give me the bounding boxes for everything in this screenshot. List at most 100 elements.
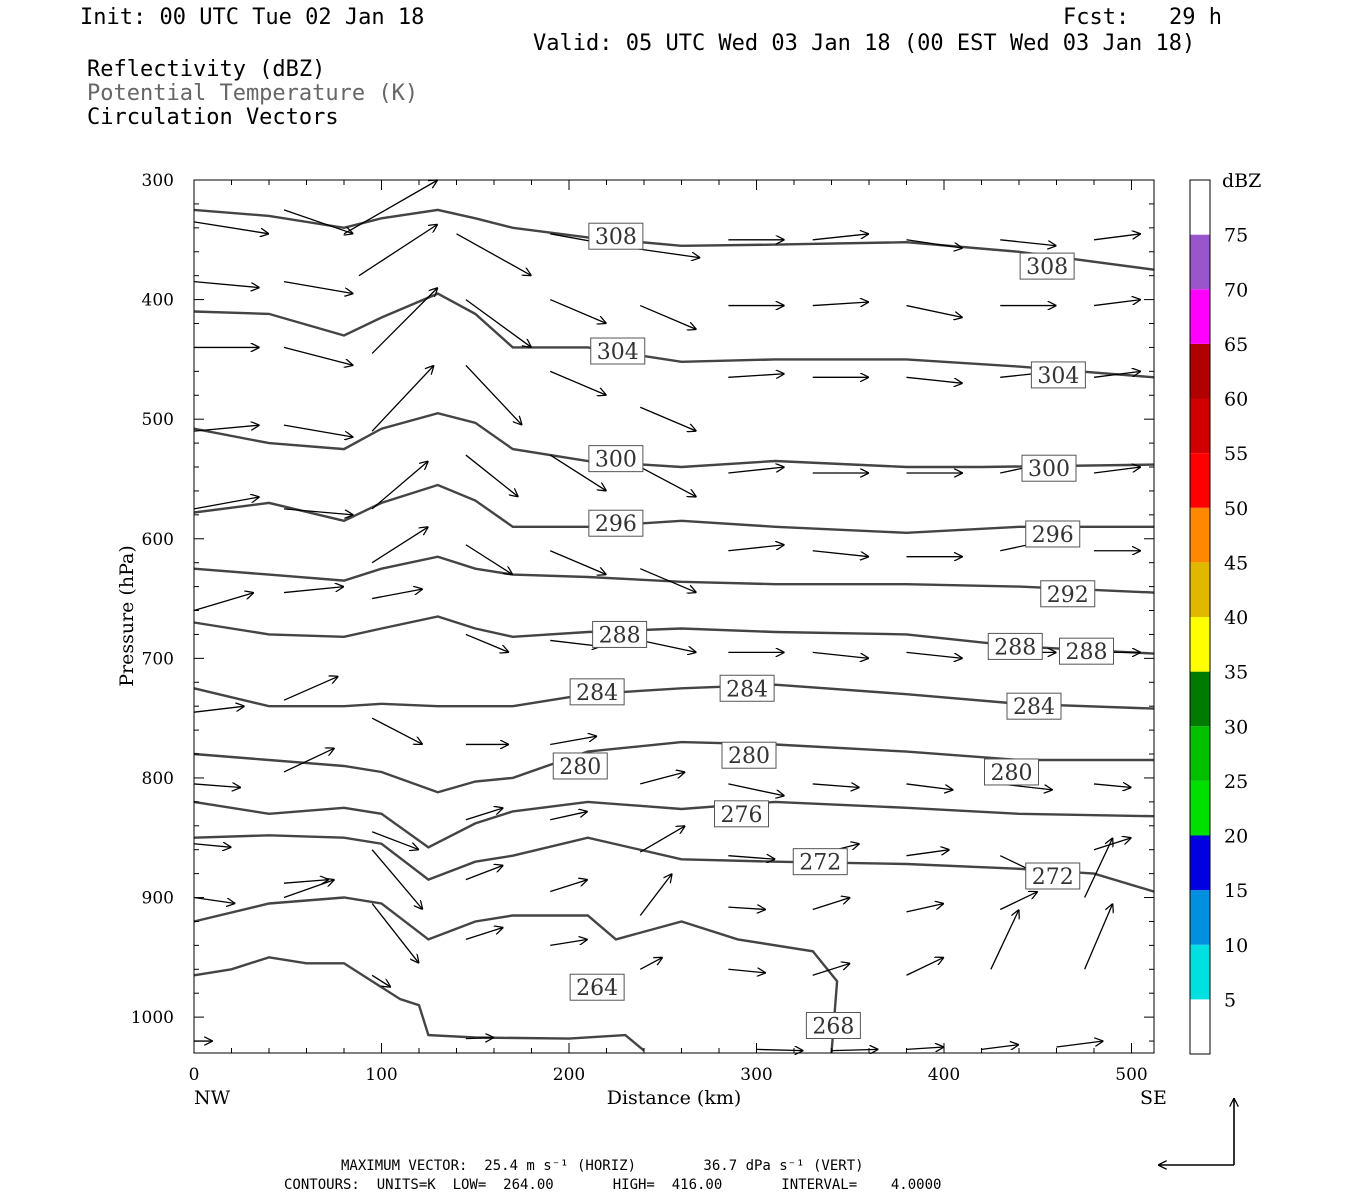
- contour-label: 284: [1006, 692, 1062, 720]
- circulation-vector: [639, 466, 696, 497]
- svg-text:288: 288: [1066, 640, 1108, 665]
- circulation-vector: [193, 425, 260, 432]
- svg-text:308: 308: [1026, 255, 1068, 280]
- svg-text:284: 284: [1013, 695, 1055, 720]
- circulation-vector: [999, 892, 1038, 911]
- circulation-vector: [465, 865, 504, 881]
- circulation-vector: [1056, 1041, 1104, 1048]
- svg-text:304: 304: [1037, 364, 1079, 389]
- x-axis-label: Distance (km): [607, 1087, 742, 1109]
- circulation-vector: [465, 808, 504, 821]
- svg-text:296: 296: [1032, 523, 1074, 548]
- circulation-vector: [906, 239, 963, 248]
- forecast-hour: Fcst: 29 h: [1063, 5, 1222, 30]
- circulation-vector: [1093, 838, 1132, 851]
- contour-label: 280: [552, 752, 608, 780]
- circulation-vector: [283, 880, 335, 899]
- contour-info-text: CONTOURS: UNITS=K LOW= 264.00 HIGH= 416.…: [284, 1177, 942, 1193]
- circulation-vector: [1093, 234, 1141, 241]
- circulation-vector: [728, 907, 766, 909]
- circulation-vector: [550, 939, 588, 947]
- circulation-vector: [550, 880, 588, 893]
- x-tick-label: 100: [365, 1065, 397, 1085]
- circulation-vector: [465, 454, 519, 497]
- y-tick-label: 400: [142, 291, 174, 311]
- circulation-vector: [639, 874, 672, 916]
- circulation-vector: [812, 234, 869, 241]
- field-potential-temperature: Potential Temperature (K): [87, 81, 419, 106]
- x-endpoint-right: SE: [1140, 1087, 1167, 1109]
- colorbar-swatch: [1190, 999, 1210, 1054]
- circulation-vector: [756, 1049, 804, 1050]
- circulation-vector: [283, 880, 329, 884]
- colorbar-swatch: [1190, 617, 1210, 672]
- circulation-vector: [193, 896, 235, 904]
- circulation-vector: [812, 898, 851, 911]
- contour-label: 296: [1025, 520, 1081, 548]
- svg-text:288: 288: [599, 623, 641, 648]
- circulation-vector: [371, 288, 438, 354]
- y-axis-label: Pressure (hPa): [116, 545, 138, 687]
- svg-text:288: 288: [994, 635, 1036, 660]
- y-tick-label: 800: [142, 769, 174, 789]
- colorbar-swatch: [1190, 180, 1210, 235]
- circulation-vector: [549, 298, 606, 324]
- colorbar-swatch: [1190, 562, 1210, 617]
- theta-contour-284: [193, 683, 1155, 710]
- x-tick-label: 0: [189, 1065, 200, 1085]
- reflectivity-colorbar: 5 10 15 20 25 30 35 40 45 50 55 60 65 70 75: [1189, 179, 1248, 1055]
- circulation-vector: [640, 639, 696, 652]
- circulation-vector: [283, 508, 353, 515]
- contour-label: 288: [592, 620, 648, 648]
- circulation-vector: [640, 772, 685, 785]
- contour-label: 292: [1040, 580, 1096, 608]
- colorbar-frame: [1189, 179, 1211, 1055]
- y-tick-label: 700: [142, 649, 174, 669]
- contour-label: 304: [590, 337, 646, 365]
- circulation-vector: [193, 706, 245, 713]
- circulation-vector: [981, 1045, 1020, 1050]
- circulation-vector: [283, 587, 344, 594]
- circulation-vector: [283, 346, 353, 365]
- circulation-vector: [549, 370, 606, 395]
- circulation-vector: [728, 545, 784, 552]
- colorbar-swatch: [1190, 780, 1210, 836]
- circulation-vector: [371, 365, 434, 432]
- circulation-vector: [456, 233, 532, 276]
- circulation-vector: [465, 633, 509, 652]
- circulation-vector: [371, 461, 428, 510]
- circulation-vector: [193, 497, 260, 510]
- circulation-vector: [728, 374, 784, 378]
- colorbar-level-label: 25: [1224, 771, 1248, 793]
- circulation-vector: [193, 221, 269, 234]
- circulation-vector: [550, 811, 588, 821]
- circulation-vector: [1093, 784, 1132, 788]
- contour-label: 308: [588, 222, 644, 250]
- circulation-vector: [465, 544, 513, 575]
- contour-label: 268: [805, 1011, 861, 1039]
- field-reflectivity: Reflectivity (dBZ): [87, 57, 326, 82]
- contour-labels: 308 308 304 304 300 300 296 296 292 288 288 288 284 2…: [552, 222, 1114, 1039]
- circulation-vector: [639, 304, 696, 330]
- circulation-vector: [906, 904, 945, 913]
- colorbar-level-label: 70: [1224, 279, 1248, 301]
- svg-text:308: 308: [595, 225, 637, 250]
- circulation-vector: [728, 856, 775, 860]
- circulation-vector: [906, 651, 963, 658]
- circulation-vector: [812, 963, 851, 976]
- y-tick-label: 1000: [131, 1008, 174, 1028]
- x-tick-label: 400: [928, 1065, 960, 1085]
- contour-label: 280: [984, 758, 1039, 786]
- init-time: Init: 00 UTC Tue 02 Jan 18: [80, 5, 425, 30]
- circulation-vector: [1084, 838, 1113, 898]
- circulation-vector: [812, 302, 869, 306]
- theta-contour-296: [193, 483, 1154, 535]
- colorbar-level-label: 5: [1224, 989, 1236, 1011]
- x-tick-label: 200: [553, 1065, 585, 1085]
- circulation-vector: [812, 651, 869, 658]
- theta-contours: [193, 208, 1155, 1054]
- circulation-vector: [465, 299, 532, 348]
- contour-label: 272: [1025, 862, 1081, 890]
- circulation-vector: [906, 304, 963, 318]
- y-tick-label: 300: [142, 171, 174, 191]
